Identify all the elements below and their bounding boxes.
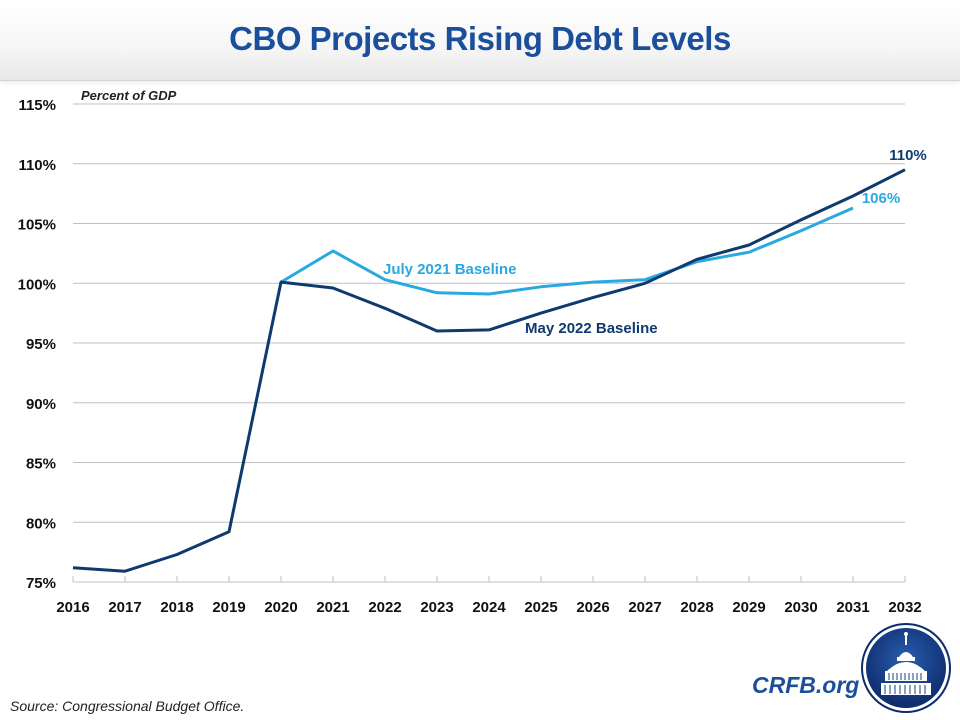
y-axis-title: Percent of GDP — [81, 88, 177, 103]
y-tick-label: 100% — [18, 276, 56, 293]
x-tick-label: 2031 — [836, 599, 869, 616]
x-tick-label: 2025 — [524, 599, 557, 616]
gridlines — [73, 103, 905, 583]
y-tick-label: 85% — [26, 456, 56, 473]
y-tick-label: 115% — [18, 97, 56, 114]
series-line-july-2021 — [280, 206, 854, 296]
y-tick-label: 105% — [18, 217, 56, 234]
end-label-may-2022: 110% — [889, 147, 927, 164]
legend-label-july-2021: July 2021 Baseline — [383, 261, 516, 278]
y-tick-label: 95% — [26, 336, 56, 353]
y-tick-label: 75% — [26, 575, 56, 592]
x-tick-label: 2027 — [628, 599, 661, 616]
legend-label-may-2022: May 2022 Baseline — [525, 320, 658, 337]
x-tick-label: 2030 — [784, 599, 817, 616]
header-band: CBO Projects Rising Debt Levels — [0, 0, 960, 81]
x-tick-label: 2023 — [420, 599, 453, 616]
y-tick-label: 90% — [26, 396, 56, 413]
brand-link[interactable]: CRFB.org — [752, 672, 860, 698]
x-tick-label: 2029 — [732, 599, 765, 616]
series-lines — [72, 168, 906, 573]
x-tick-label: 2019 — [212, 599, 245, 616]
x-tick-label: 2032 — [888, 599, 921, 616]
x-tick-label: 2018 — [160, 599, 193, 616]
x-tick-label: 2022 — [368, 599, 401, 616]
end-label-july-2021: 106% — [862, 190, 900, 207]
series-labels: July 2021 Baseline May 2022 Baseline 110% 1… — [383, 147, 927, 337]
x-tick-label: 2026 — [576, 599, 609, 616]
x-axis: 2016 2017 2018 2019 2020 2021 2022 2023 2024 2025… — [56, 576, 922, 616]
x-tick-label: 2028 — [680, 599, 713, 616]
y-tick-label: 80% — [26, 515, 56, 532]
x-tick-label: 2016 — [56, 599, 89, 616]
y-axis: 75% 80% 85% 90% 95% 100% 105% 110% 115% — [18, 97, 56, 592]
x-tick-label: 2021 — [316, 599, 349, 616]
x-tick-label: 2017 — [108, 599, 141, 616]
x-tick-label: 2020 — [264, 599, 297, 616]
y-tick-label: 110% — [18, 157, 56, 174]
x-tick-label: 2024 — [472, 599, 506, 616]
capitol-dome-icon — [861, 623, 951, 713]
source-note: Source: Congressional Budget Office. — [10, 698, 245, 714]
series-line-may-2022 — [72, 168, 906, 573]
chart-title: CBO Projects Rising Debt Levels — [229, 20, 731, 57]
